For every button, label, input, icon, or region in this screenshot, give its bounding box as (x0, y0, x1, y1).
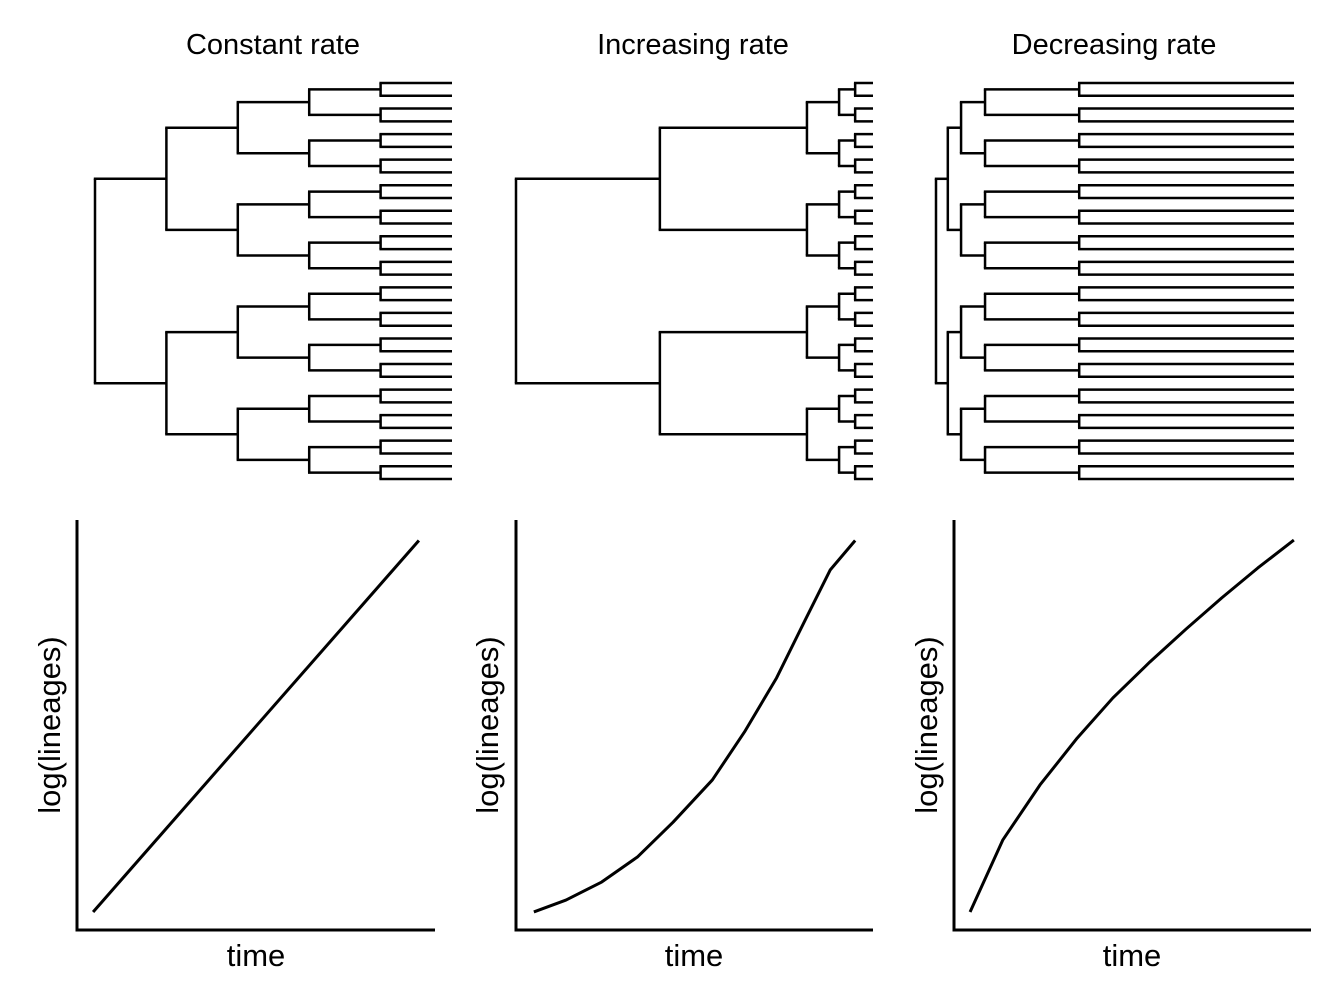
phylogeny-tree (93, 81, 452, 481)
ltt-plot (514, 520, 873, 932)
axes (952, 520, 1311, 932)
ltt-plot (75, 520, 435, 932)
panel-title: Constant rate (186, 29, 360, 61)
panel-constant-rate: Constant rate time log(lineages) (32, 29, 452, 973)
y-axis-label: log(lineages) (32, 636, 67, 814)
x-axis-label: time (1103, 938, 1162, 973)
panel-title: Increasing rate (597, 29, 789, 61)
panel-decreasing-rate: Decreasing rate time log(lineages) (909, 29, 1311, 973)
ltt-curve (968, 538, 1295, 913)
axes (75, 520, 435, 932)
phylogeny-tree (934, 81, 1294, 481)
x-axis-label: time (227, 938, 286, 973)
phylogeny-tree (514, 81, 873, 481)
y-axis-label: log(lineages) (909, 636, 944, 814)
axes (514, 520, 873, 932)
panel-title: Decreasing rate (1012, 29, 1217, 61)
panel-increasing-rate: Increasing rate time log(lineages) (470, 29, 873, 973)
y-axis-label: log(lineages) (470, 636, 505, 814)
ltt-curve (533, 539, 857, 914)
x-axis-label: time (665, 938, 724, 973)
ltt-curve (91, 539, 421, 913)
ltt-plot (952, 520, 1311, 932)
